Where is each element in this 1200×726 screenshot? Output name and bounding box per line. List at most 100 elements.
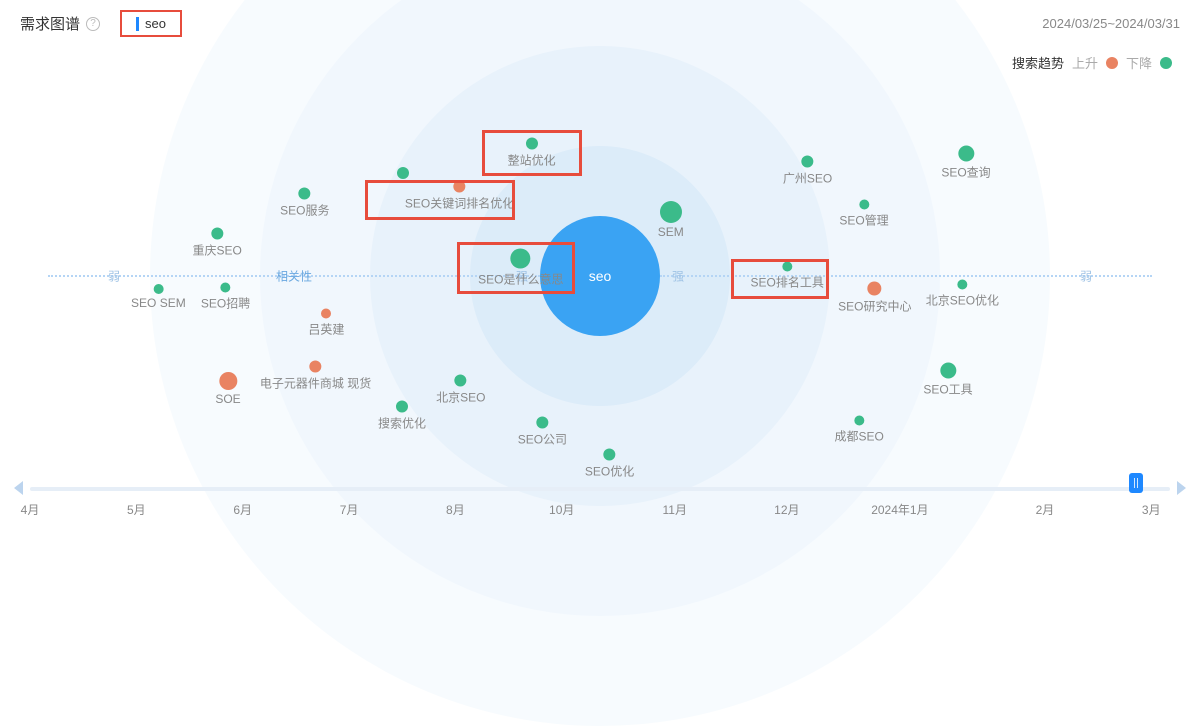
keyword-label: 电子元器件商城 现货 xyxy=(260,374,371,391)
timeline-tick: 6月 xyxy=(233,501,252,518)
keyword-dot-icon xyxy=(859,199,869,209)
keyword-bar-icon xyxy=(136,17,139,31)
keyword-dot-icon xyxy=(660,201,682,223)
keyword-node[interactable]: 重庆SEO xyxy=(193,228,242,259)
keyword-label: 成都SEO xyxy=(835,427,884,444)
keyword-label: SEO公司 xyxy=(518,430,567,447)
keyword-dot-icon xyxy=(526,138,538,150)
legend-dot-up-icon xyxy=(1106,57,1118,69)
keyword-node[interactable]: SEM xyxy=(658,201,684,239)
timeline-tick: 11月 xyxy=(663,501,687,518)
legend-dot-small-icon xyxy=(927,59,935,67)
keyword-dot-icon xyxy=(455,375,467,387)
keyword-label: SEO招聘 xyxy=(201,294,250,311)
keyword-label: SEO工具 xyxy=(923,381,972,398)
axis-tag: 相关性 xyxy=(276,267,312,284)
keyword-node[interactable]: 成都SEO xyxy=(835,415,884,444)
page-title: 需求图谱 xyxy=(20,13,80,34)
keyword-label: SOE xyxy=(215,392,240,406)
keyword-dot-icon xyxy=(219,372,237,390)
keyword-dot-icon xyxy=(511,248,531,268)
keyword-dot-icon xyxy=(299,187,311,199)
keyword-node[interactable]: SEO是什么意思 xyxy=(478,248,563,287)
keyword-node[interactable]: SEO查询 xyxy=(941,145,990,180)
timeline-next-arrow-icon[interactable] xyxy=(1177,481,1186,495)
keyword-node[interactable]: 北京SEO优化 xyxy=(926,280,999,309)
legend-low: 低 xyxy=(906,53,919,72)
timeline-tick: 2024年1月 xyxy=(871,501,928,518)
legend-index-label: 搜索指数 xyxy=(846,53,898,72)
keyword-node[interactable]: SEO优化 xyxy=(585,448,634,479)
keyword-node[interactable]: SOE xyxy=(215,372,240,406)
keyword-label: SEO研究中心 xyxy=(838,298,911,315)
timeline-ticks: 4月5月6月7月8月10月11月12月2024年1月2月3月 xyxy=(30,501,1170,518)
axis-tag: 强 xyxy=(672,267,684,284)
axis-line-right xyxy=(660,275,1152,277)
keyword-dot-icon xyxy=(454,181,466,193)
keyword-node[interactable]: SEO SEM xyxy=(131,284,186,310)
axis-tag: 弱 xyxy=(108,267,120,284)
keyword-node[interactable] xyxy=(397,167,409,179)
keyword-node[interactable]: 搜索优化 xyxy=(378,401,426,432)
keyword-dot-icon xyxy=(868,282,882,296)
timeline-track[interactable] xyxy=(30,487,1170,491)
keyword-dot-icon xyxy=(310,360,322,372)
keyword-label: 广州SEO xyxy=(783,169,832,186)
keyword-label: SEO查询 xyxy=(941,163,990,180)
legend-dot-down-icon xyxy=(1160,57,1172,69)
keyword-label: 搜索优化 xyxy=(378,415,426,432)
title-group: 需求图谱 ? xyxy=(20,13,100,34)
keyword-node[interactable]: 广州SEO xyxy=(783,155,832,186)
keyword-dot-icon xyxy=(397,167,409,179)
timeline-tick: 8月 xyxy=(446,501,465,518)
keyword-label: SEO SEM xyxy=(131,296,186,310)
timeline-tick: 5月 xyxy=(127,501,146,518)
keyword-label: SEO排名工具 xyxy=(751,273,824,290)
keyword-node[interactable]: SEO工具 xyxy=(923,363,972,398)
legend-dot-large-icon xyxy=(943,56,957,70)
keyword-node[interactable]: 整站优化 xyxy=(508,138,556,169)
keyword-node[interactable]: 吕英建 xyxy=(308,308,344,337)
keyword-label: 北京SEO优化 xyxy=(926,292,999,309)
keyword-node[interactable]: SEO招聘 xyxy=(201,282,250,311)
timeline-tick: 10月 xyxy=(549,501,574,518)
keyword-label: SEO服务 xyxy=(280,201,329,218)
header: 需求图谱 ? seo 2024/03/25~2024/03/31 xyxy=(0,0,1200,47)
timeline-handle[interactable] xyxy=(1129,473,1143,493)
keyword-dot-icon xyxy=(802,155,814,167)
legend-down: 下降 xyxy=(1126,53,1152,72)
timeline-tick: 3月 xyxy=(1142,501,1161,518)
keyword-dot-icon xyxy=(958,145,974,161)
keyword-label: 重庆SEO xyxy=(193,242,242,259)
legend-up: 上升 xyxy=(1072,53,1098,72)
keyword-label: 北京SEO xyxy=(436,389,485,406)
keyword-dot-icon xyxy=(854,415,864,425)
keyword-dot-icon xyxy=(604,448,616,460)
keyword-dot-icon xyxy=(211,228,223,240)
keyword-node[interactable]: 北京SEO xyxy=(436,375,485,406)
demand-graph-chart: 弱相关性强强弱seoSEM整站优化SEO关键词排名优化SEO是什么意思SEO排名… xyxy=(0,78,1200,473)
keyword-tag[interactable]: seo xyxy=(120,10,182,37)
keyword-node[interactable]: SEO服务 xyxy=(280,187,329,218)
timeline-tick: 12月 xyxy=(774,501,799,518)
date-range: 2024/03/25~2024/03/31 xyxy=(1042,16,1180,31)
keyword-dot-icon xyxy=(221,282,231,292)
keyword-label: SEO是什么意思 xyxy=(478,270,563,287)
timeline-tick: 2月 xyxy=(1036,501,1055,518)
header-left: 需求图谱 ? seo xyxy=(20,10,182,37)
keyword-dot-icon xyxy=(321,308,331,318)
help-icon[interactable]: ? xyxy=(86,17,100,31)
keyword-text: seo xyxy=(145,16,166,31)
keyword-node[interactable]: SEO关键词排名优化 xyxy=(405,181,514,212)
keyword-node[interactable]: SEO公司 xyxy=(518,416,567,447)
keyword-node[interactable]: SEO研究中心 xyxy=(838,282,911,315)
keyword-label: SEO关键词排名优化 xyxy=(405,195,514,212)
timeline-prev-arrow-icon[interactable] xyxy=(14,481,23,495)
keyword-dot-icon xyxy=(536,416,548,428)
legend-trend-label: 搜索趋势 xyxy=(1012,53,1064,72)
keyword-node[interactable]: SEO管理 xyxy=(839,199,888,228)
keyword-label: SEO管理 xyxy=(839,211,888,228)
timeline: 4月5月6月7月8月10月11月12月2024年1月2月3月 xyxy=(0,477,1200,527)
keyword-node[interactable]: SEO排名工具 xyxy=(751,261,824,290)
keyword-node[interactable]: 电子元器件商城 现货 xyxy=(260,360,371,391)
